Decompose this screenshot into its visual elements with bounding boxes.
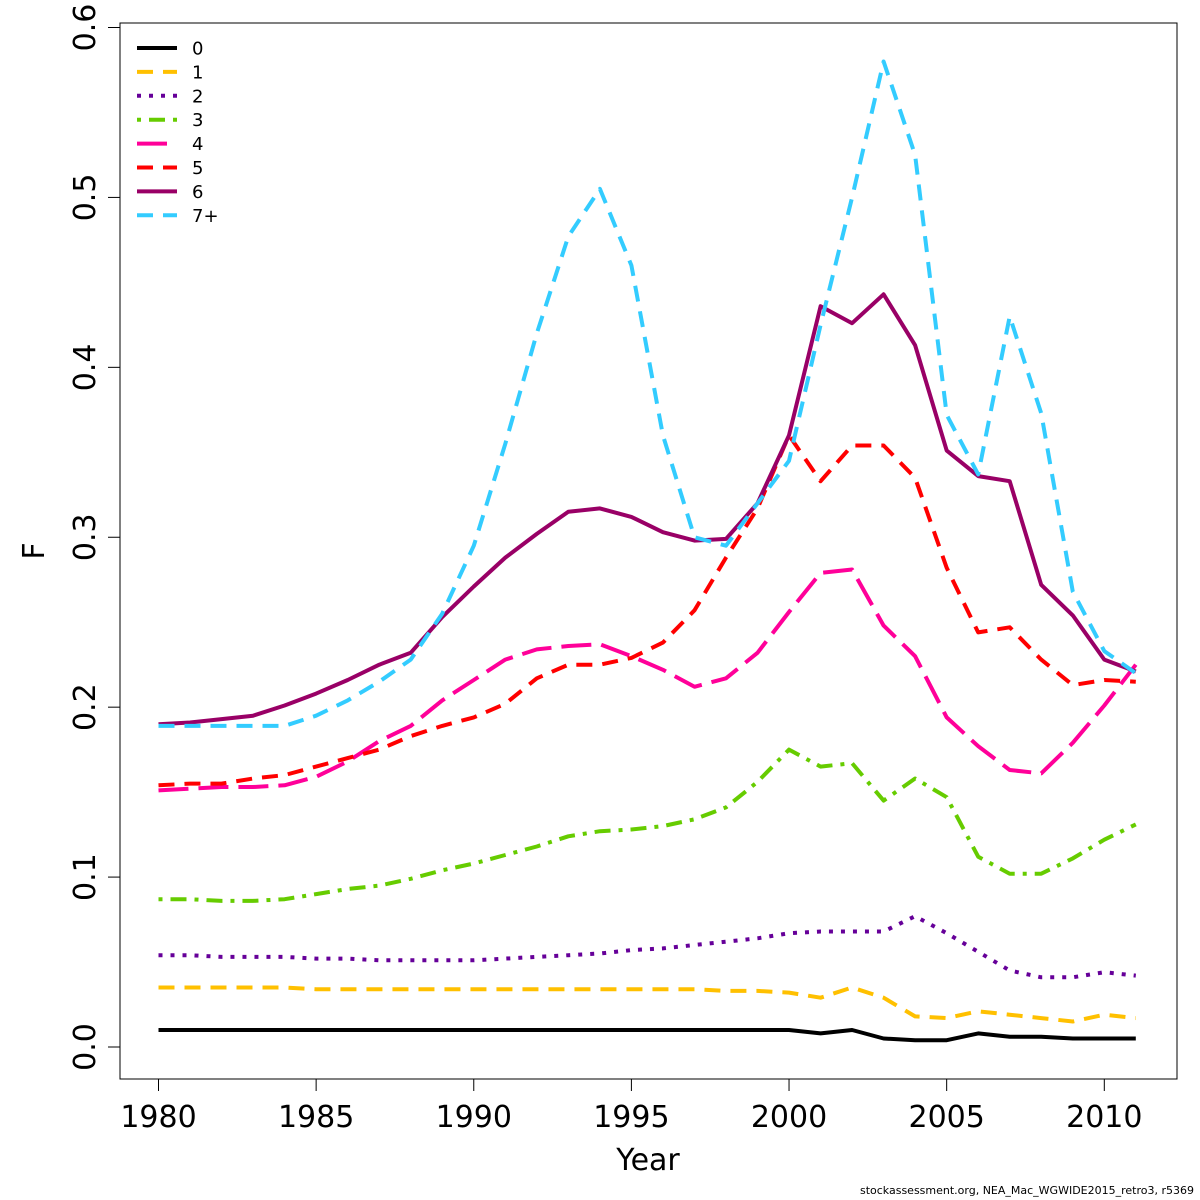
y-tick-label: 0.3: [68, 513, 103, 561]
source-credit: stockassessment.org, NEA_Mac_WGWIDE2015_…: [859, 1184, 1194, 1197]
series-line-0: [158, 1028, 1136, 1043]
y-tick-label: 0.1: [68, 853, 103, 901]
x-tick-label: 1995: [593, 1100, 669, 1135]
y-axis: 0.0 0.1 0.2 0.3 0.4 0.5 0.6: [68, 4, 121, 1071]
x-tick-label: 1985: [278, 1100, 354, 1135]
legend-label-3: 3: [192, 110, 203, 131]
x-axis-title: Year: [615, 1143, 680, 1178]
series-line-7plus: [158, 59, 1137, 728]
y-tick-label: 0.6: [68, 4, 103, 52]
x-tick-label: 1980: [120, 1100, 196, 1135]
x-tick-label: 2010: [1066, 1100, 1142, 1135]
y-tick-label: 0.2: [68, 683, 103, 731]
legend-label-6: 6: [192, 182, 203, 203]
x-axis: 1980 1985 1990 1995 2000 2005 2010: [120, 1078, 1142, 1135]
legend-label-7plus: 7+: [192, 206, 219, 227]
legend-label-4: 4: [192, 134, 203, 155]
series-line-6: [158, 292, 1137, 727]
y-tick-label: 0.0: [68, 1023, 103, 1071]
y-tick-label: 0.4: [68, 343, 103, 391]
legend-label-1: 1: [192, 62, 203, 83]
x-tick-label: 2000: [751, 1100, 827, 1135]
legend-label-0: 0: [192, 39, 203, 60]
series-line-5: [158, 433, 1136, 788]
x-tick-label: 1990: [436, 1100, 512, 1135]
legend: 01 2 3 4 5 6 7+: [137, 39, 219, 227]
series-line-1: [158, 985, 1137, 1024]
series-layer: [158, 59, 1138, 1043]
legend-label-2: 2: [192, 86, 203, 107]
y-tick-label: 0.5: [68, 174, 103, 222]
legend-label-5: 5: [192, 158, 203, 179]
series-line-3: [158, 747, 1137, 903]
series-line-2: [158, 914, 1137, 980]
y-axis-title: F: [17, 542, 52, 559]
plot-frame: [119, 22, 1178, 1080]
series-line-4: [158, 567, 1138, 793]
x-tick-label: 2005: [908, 1100, 984, 1135]
